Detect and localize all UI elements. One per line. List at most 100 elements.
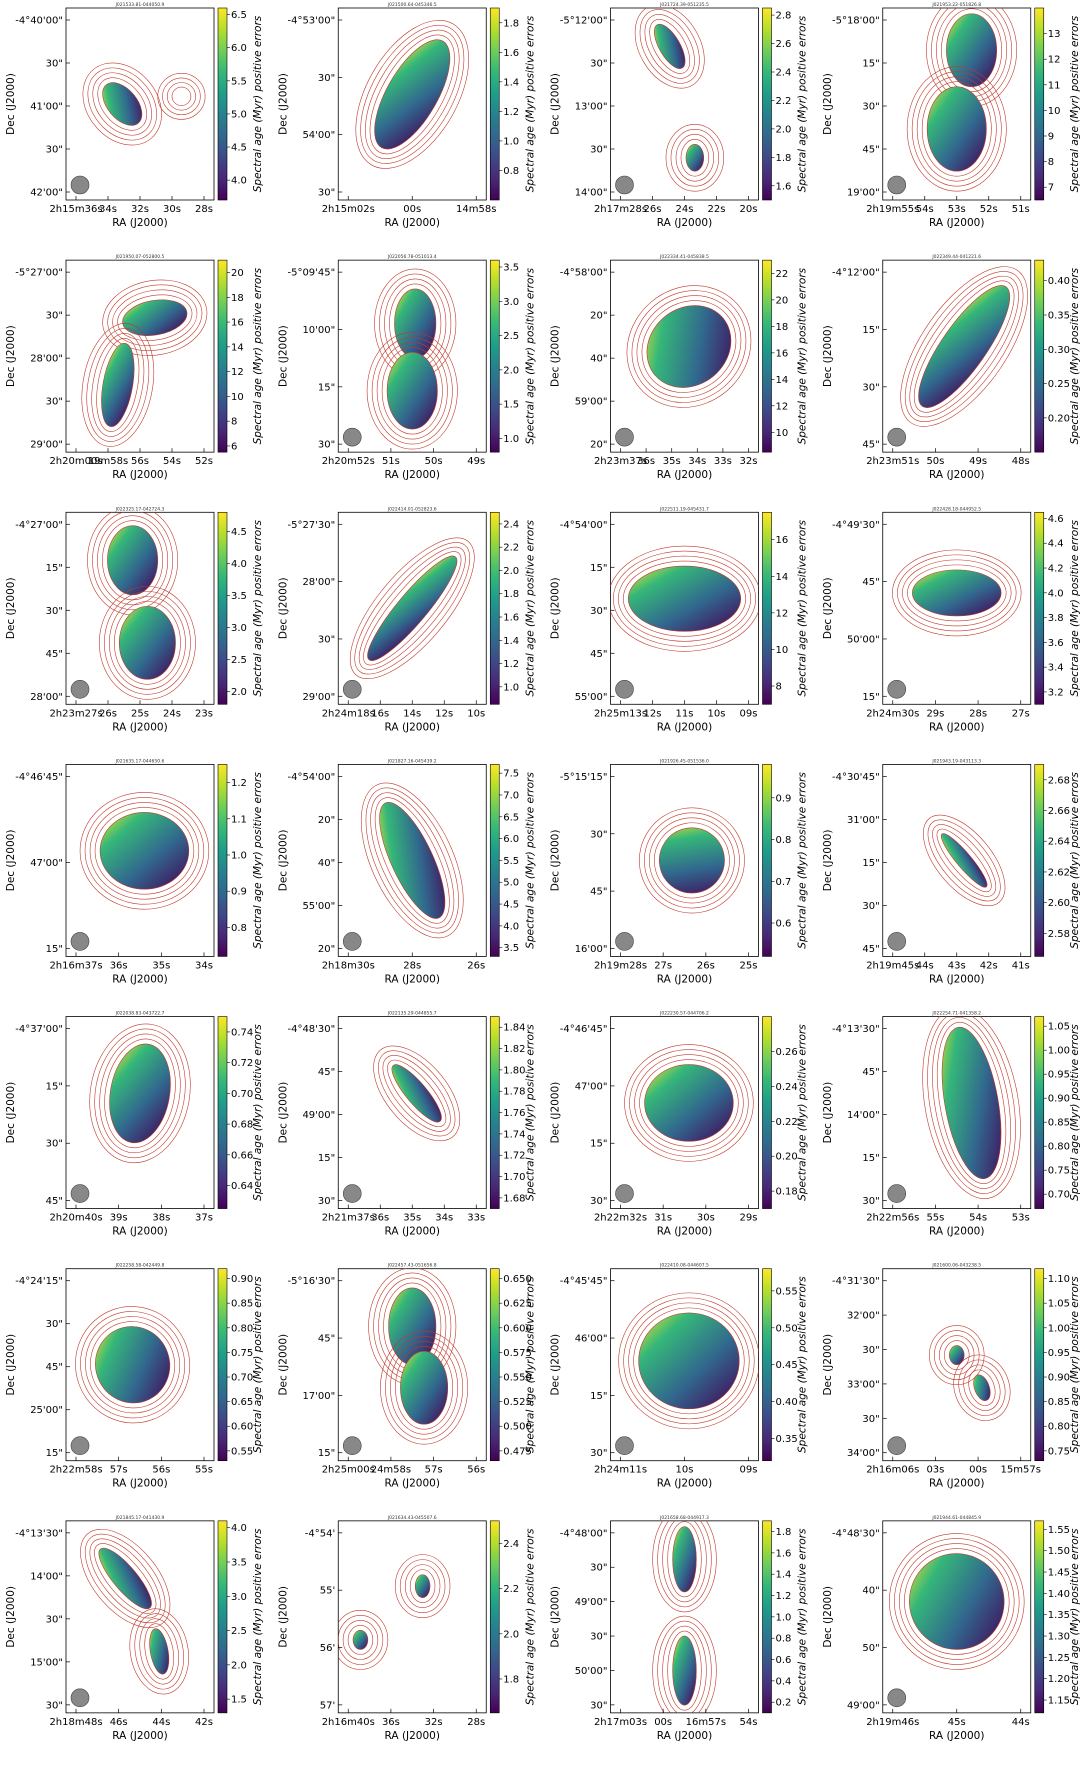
x-tick-label: 51s (382, 456, 400, 467)
panel-21: J022258.58-042449.8 -4°24'15" 30" 45" 25'00"… (5, 1263, 264, 1490)
contour (892, 549, 1022, 637)
lobe (685, 144, 705, 172)
panel-17: J022038.83-043722.7 -4°37'00" 15" 30" 45" 2h2… (5, 1011, 264, 1238)
colorbar-tick-label: 0.26 (776, 1047, 798, 1058)
colorbar-tick-label: 13 (1048, 29, 1061, 40)
contour (617, 555, 752, 642)
colorbar-tick-label: 1.0 (503, 682, 519, 693)
colorbar-label: Spectral age (Myr) positive errors (797, 15, 809, 192)
panel-title: J022038.83-043722.7 (115, 1011, 165, 1017)
x-tick-label: 25s (131, 708, 149, 719)
contour (338, 1615, 384, 1665)
colorbar-tick-label: 16 (776, 348, 789, 359)
colorbar (217, 1520, 228, 1714)
colorbar-tick-label: 2.60 (1048, 898, 1070, 909)
panel-title: J021724.39-051235.5 (659, 2, 709, 8)
colorbar-tick-label: 0.650 (503, 1274, 532, 1285)
contour (636, 295, 742, 398)
y-tick-label: 15" (590, 563, 607, 574)
x-tick-label: 36s (382, 1717, 400, 1728)
y-tick-label: -4°48'30" (832, 1528, 880, 1539)
colorbar-tick-label: 1.30 (1048, 1632, 1070, 1643)
colorbar-tick-label: 1.15 (1048, 1696, 1070, 1707)
x-axis-label: RA (J2000) (112, 469, 167, 481)
contour (349, 537, 475, 680)
x-axis-label: RA (J2000) (657, 721, 712, 733)
x-tick-label: 37s (195, 1213, 213, 1224)
x-tick-label: 34s (688, 456, 706, 467)
source-lobes (75, 1306, 191, 1424)
x-tick-label: 2h15m02s (322, 204, 375, 215)
x-tick-label: 53s (1012, 1213, 1030, 1224)
y-tick-label: 29'00" (302, 692, 335, 703)
lobe (101, 342, 135, 427)
colorbar-tick-label: 5.5 (231, 76, 247, 87)
y-tick-label: 30" (46, 397, 63, 408)
colorbar-label: Spectral age (Myr) positive errors (252, 15, 264, 192)
y-tick-label: 30" (862, 1345, 879, 1356)
y-tick-label: -4°12'00" (832, 268, 880, 279)
colorbar-label: Spectral age (Myr) positive errors (252, 1528, 264, 1705)
x-axis-label: RA (J2000) (385, 721, 440, 733)
contour (624, 1044, 754, 1162)
y-tick-label: -4°45'45" (560, 1276, 608, 1287)
colorbar-tick-label: 0.20 (776, 1152, 798, 1163)
source-lobes (610, 545, 759, 652)
colorbar-tick-label: 0.6 (776, 919, 792, 930)
colorbar-label: Spectral age (Myr) positive errors (797, 1528, 809, 1705)
x-axis-label: RA (J2000) (929, 1226, 984, 1238)
colorbar-tick-label: 10 (1048, 106, 1061, 117)
x-tick-label: 25s (740, 960, 758, 971)
y-tick-label: 15" (46, 563, 63, 574)
colorbar-tick-label: 3.0 (503, 297, 519, 308)
y-tick-label: 15" (318, 1448, 335, 1459)
x-tick-label: 30s (163, 204, 181, 215)
source-lobes (900, 266, 1028, 427)
plot-frame (65, 259, 215, 453)
contour (652, 1520, 717, 1613)
x-tick-label: 32s (740, 456, 758, 467)
beam-ellipse (615, 679, 634, 699)
contour (94, 807, 195, 895)
y-tick-label: 30" (862, 901, 879, 912)
colorbar-tick-label: 1.4 (776, 1570, 792, 1581)
contour (89, 802, 200, 900)
contour (360, 782, 464, 939)
plot-frame (65, 7, 215, 201)
colorbar (217, 511, 228, 705)
contour (338, 1610, 389, 1670)
lobe (367, 555, 458, 661)
y-axis-label: Dec (J2000) (277, 1586, 289, 1648)
beam-ellipse (615, 1436, 634, 1456)
contour (649, 19, 691, 74)
x-tick-label: 57s (425, 1465, 443, 1476)
colorbar-tick-label: 12 (776, 401, 789, 412)
contour (667, 1630, 702, 1711)
contour (963, 1364, 1001, 1411)
contour (374, 797, 450, 924)
x-tick-label: 28s (403, 960, 421, 971)
contour (96, 337, 140, 432)
contour (104, 1038, 176, 1149)
source-lobes (889, 1533, 1025, 1670)
beam-ellipse (70, 1436, 90, 1456)
colorbar-tick-label: 4.0 (503, 921, 519, 932)
x-tick-label: 24s (676, 204, 694, 215)
y-tick-label: 15" (862, 325, 879, 336)
colorbar-tick-label: 2.5 (503, 331, 519, 342)
lobe (949, 1345, 965, 1366)
source-lobes (81, 279, 208, 447)
colorbar-tick-label: 1.8 (503, 18, 519, 29)
source-lobes (892, 549, 1022, 637)
y-tick-label: 15" (318, 382, 335, 393)
y-tick-label: 30" (590, 1448, 607, 1459)
x-axis-label: RA (J2000) (112, 1478, 167, 1490)
x-tick-label: 33s (467, 1213, 485, 1224)
beam-ellipse (615, 1184, 634, 1203)
y-tick-label: 20" (590, 311, 607, 322)
contour (904, 1548, 1010, 1655)
y-axis-label: Dec (J2000) (822, 1334, 834, 1396)
beam-ellipse (70, 1184, 90, 1203)
colorbar-tick-label: 0.8 (503, 166, 519, 177)
colorbar-tick-label: 0.90 (1048, 1094, 1070, 1105)
